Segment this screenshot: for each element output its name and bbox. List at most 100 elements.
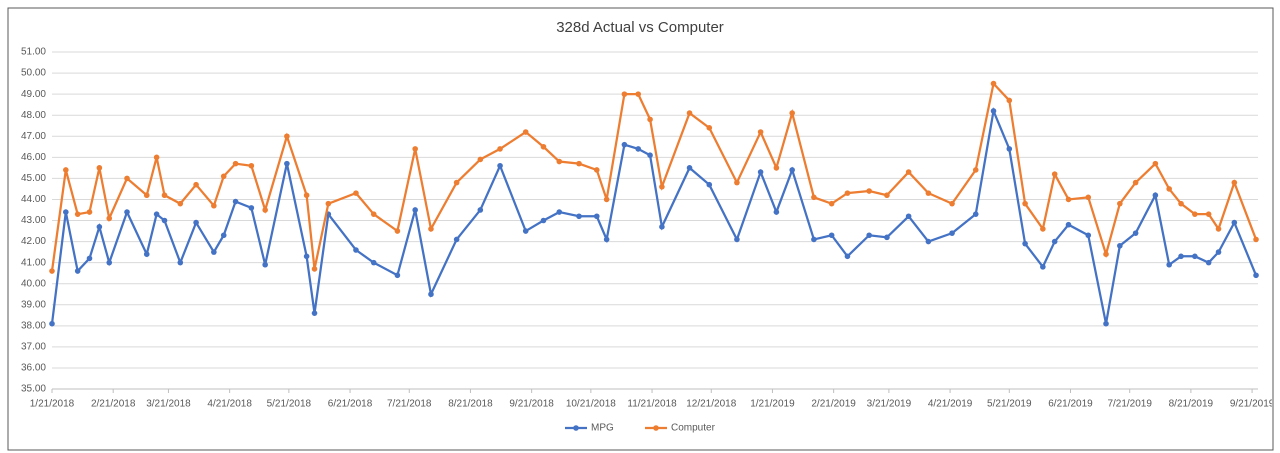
marker <box>193 219 199 226</box>
chart-title: 328d Actual vs Computer <box>556 19 724 36</box>
y-tick-label: 39.00 <box>21 299 46 310</box>
marker <box>1065 196 1072 203</box>
marker <box>949 200 955 207</box>
marker <box>232 160 239 167</box>
marker <box>884 234 890 241</box>
marker <box>106 215 113 222</box>
x-tick-label: 5/21/2018 <box>267 399 312 410</box>
marker <box>1132 179 1139 186</box>
marker <box>811 194 817 201</box>
marker <box>96 224 103 230</box>
x-tick-label: 5/21/2019 <box>987 399 1032 410</box>
y-tick-label: 43.00 <box>21 215 46 226</box>
marker <box>972 167 979 173</box>
marker <box>353 190 359 196</box>
marker <box>686 110 693 116</box>
x-tick-label: 2/21/2019 <box>811 399 856 410</box>
marker <box>284 160 290 167</box>
marker <box>990 80 997 87</box>
y-tick-label: 36.00 <box>21 363 46 374</box>
marker <box>220 232 227 239</box>
x-tick-label: 3/21/2019 <box>867 399 912 410</box>
marker <box>1085 194 1092 201</box>
x-tick-label: 2/21/2018 <box>91 399 136 410</box>
marker <box>161 192 168 199</box>
marker <box>1253 236 1259 243</box>
marker <box>74 211 81 217</box>
legend-label: Computer <box>671 423 716 434</box>
marker <box>497 146 503 152</box>
marker <box>866 232 872 239</box>
marker <box>706 181 713 188</box>
marker <box>1205 259 1212 266</box>
marker <box>49 320 55 327</box>
marker <box>477 156 484 163</box>
marker <box>593 167 600 173</box>
marker <box>972 211 979 217</box>
legend-marker <box>653 425 659 431</box>
marker <box>1103 251 1109 257</box>
marker <box>990 108 997 114</box>
marker <box>905 169 912 175</box>
marker <box>232 198 239 205</box>
marker <box>621 141 628 148</box>
y-tick-label: 41.00 <box>21 257 46 268</box>
marker <box>284 133 290 140</box>
y-tick-label: 38.00 <box>21 320 46 331</box>
marker <box>63 167 69 173</box>
x-tick-label: 8/21/2018 <box>448 399 493 410</box>
marker <box>1022 200 1028 207</box>
marker <box>63 209 69 215</box>
marker <box>477 207 484 213</box>
marker <box>789 167 795 173</box>
marker <box>1040 264 1046 270</box>
marker <box>635 91 642 97</box>
marker <box>96 165 103 171</box>
marker <box>1152 160 1159 167</box>
marker <box>153 211 160 217</box>
marker <box>635 146 642 152</box>
x-tick-label: 9/21/2019 <box>1230 399 1275 410</box>
marker <box>1006 97 1013 104</box>
y-tick-label: 49.00 <box>21 89 46 100</box>
marker <box>412 207 418 213</box>
series-line <box>50 106 1258 324</box>
marker <box>828 200 835 207</box>
marker <box>522 129 529 135</box>
marker <box>844 253 851 260</box>
marker <box>428 291 434 298</box>
marker <box>1192 253 1198 260</box>
marker <box>757 129 764 135</box>
marker <box>1192 211 1198 217</box>
legend-marker <box>573 425 579 431</box>
marker <box>905 213 912 220</box>
marker <box>811 236 817 243</box>
y-tick-label: 37.00 <box>21 342 46 353</box>
marker <box>1205 211 1212 217</box>
marker <box>177 259 184 266</box>
marker <box>49 268 55 274</box>
marker <box>1132 230 1139 236</box>
marker <box>497 162 503 169</box>
marker <box>1215 249 1222 255</box>
marker <box>556 209 563 215</box>
marker <box>576 213 582 220</box>
marker <box>773 165 780 171</box>
y-tick-label: 42.00 <box>21 236 46 247</box>
y-tick-label: 47.00 <box>21 131 46 142</box>
y-tick-label: 46.00 <box>21 152 46 163</box>
x-tick-label: 3/21/2018 <box>146 399 191 410</box>
x-tick-label: 7/21/2018 <box>387 399 432 410</box>
marker <box>153 154 160 161</box>
marker <box>1006 146 1013 152</box>
marker <box>659 224 665 230</box>
marker <box>124 209 130 215</box>
marker <box>86 255 93 262</box>
marker <box>177 200 184 207</box>
marker <box>540 143 547 150</box>
marker <box>370 259 377 266</box>
marker <box>1231 219 1238 226</box>
y-tick-label: 51.00 <box>21 47 46 58</box>
marker <box>1103 320 1109 327</box>
